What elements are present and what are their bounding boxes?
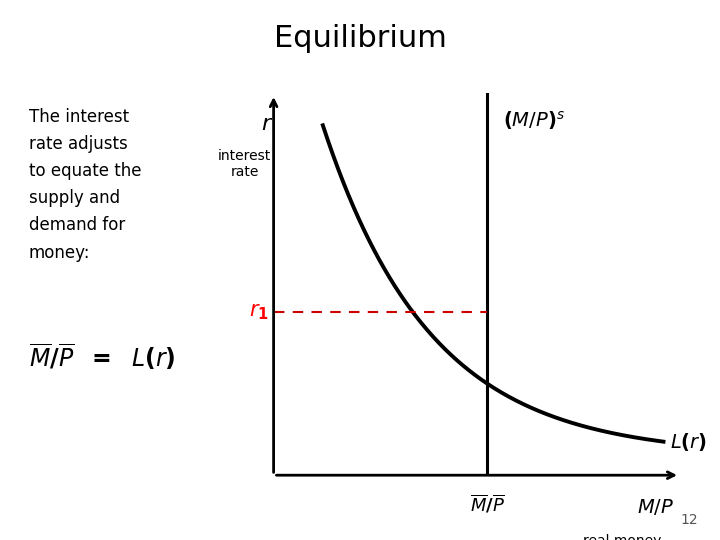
Text: $\mathbf{(\mathit{M/P})^{\mathit{s}}}$: $\mathbf{(\mathit{M/P})^{\mathit{s}}}$ (503, 110, 565, 132)
Text: $\mathbf{\overline{\mathit{M}}/\overline{\mathit{P}}}$  $\mathbf{=}$  $\mathbf{\: $\mathbf{\overline{\mathit{M}}/\overline… (29, 341, 176, 372)
Text: $\mathbf{\mathit{L}(\mathit{r})}$: $\mathbf{\mathit{L}(\mathit{r})}$ (670, 431, 706, 453)
Text: Equilibrium: Equilibrium (274, 24, 446, 53)
Text: $\mathit{r}$: $\mathit{r}$ (261, 113, 274, 133)
Text: interest
rate: interest rate (218, 149, 271, 179)
Text: $\mathbf{\mathit{M/P}}$: $\mathbf{\mathit{M/P}}$ (636, 497, 674, 517)
Text: real money
balances: real money balances (583, 534, 662, 540)
Text: The interest
rate adjusts
to equate the
supply and
demand for
money:: The interest rate adjusts to equate the … (29, 108, 141, 261)
Text: $\mathbf{\mathit{r}_1}$: $\mathbf{\mathit{r}_1}$ (249, 302, 269, 322)
Text: 12: 12 (681, 512, 698, 526)
Text: $\mathbf{\overline{\mathit{M}}/\overline{\mathit{P}}}$: $\mathbf{\overline{\mathit{M}}/\overline… (469, 492, 505, 515)
